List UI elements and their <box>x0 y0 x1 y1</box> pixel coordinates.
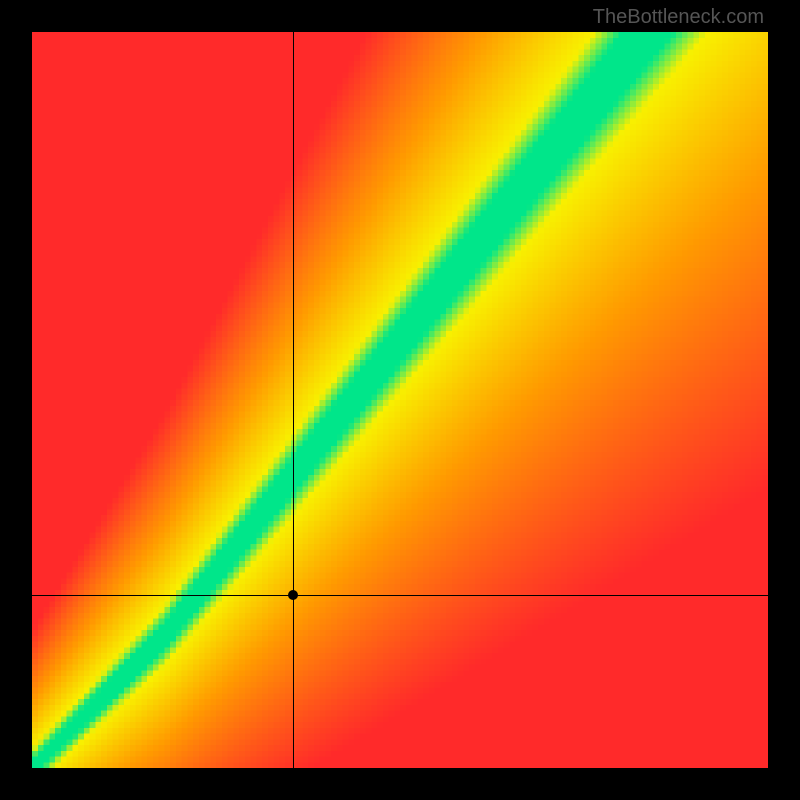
crosshair-vertical <box>293 32 294 768</box>
crosshair-horizontal <box>32 595 768 596</box>
watermark-text: TheBottleneck.com <box>593 6 764 29</box>
heatmap-canvas <box>32 32 768 768</box>
plot-area <box>32 32 768 768</box>
crosshair-marker <box>288 590 298 600</box>
